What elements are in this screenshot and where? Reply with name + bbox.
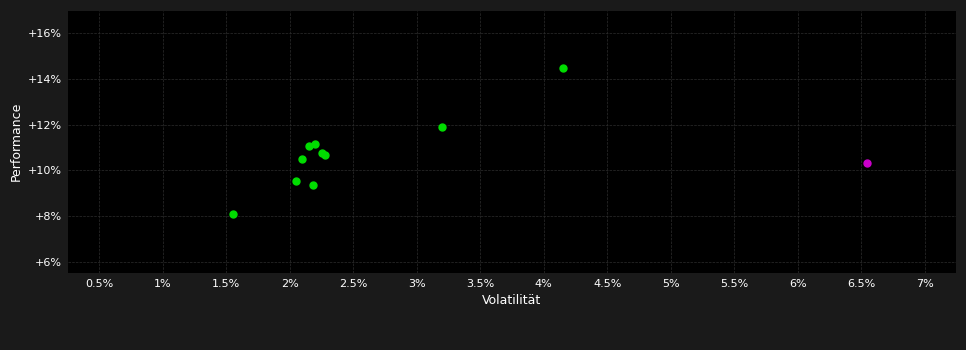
Point [305, 182, 321, 188]
Point [225, 211, 241, 216]
Point [289, 178, 304, 183]
Point [314, 150, 329, 156]
Y-axis label: Performance: Performance [10, 102, 22, 181]
Point [318, 153, 333, 158]
X-axis label: Volatilität: Volatilität [482, 294, 542, 307]
Point [301, 144, 317, 149]
Point [307, 141, 323, 147]
Point [860, 161, 875, 166]
Point [555, 65, 571, 70]
Point [295, 156, 310, 162]
Point [435, 124, 450, 130]
